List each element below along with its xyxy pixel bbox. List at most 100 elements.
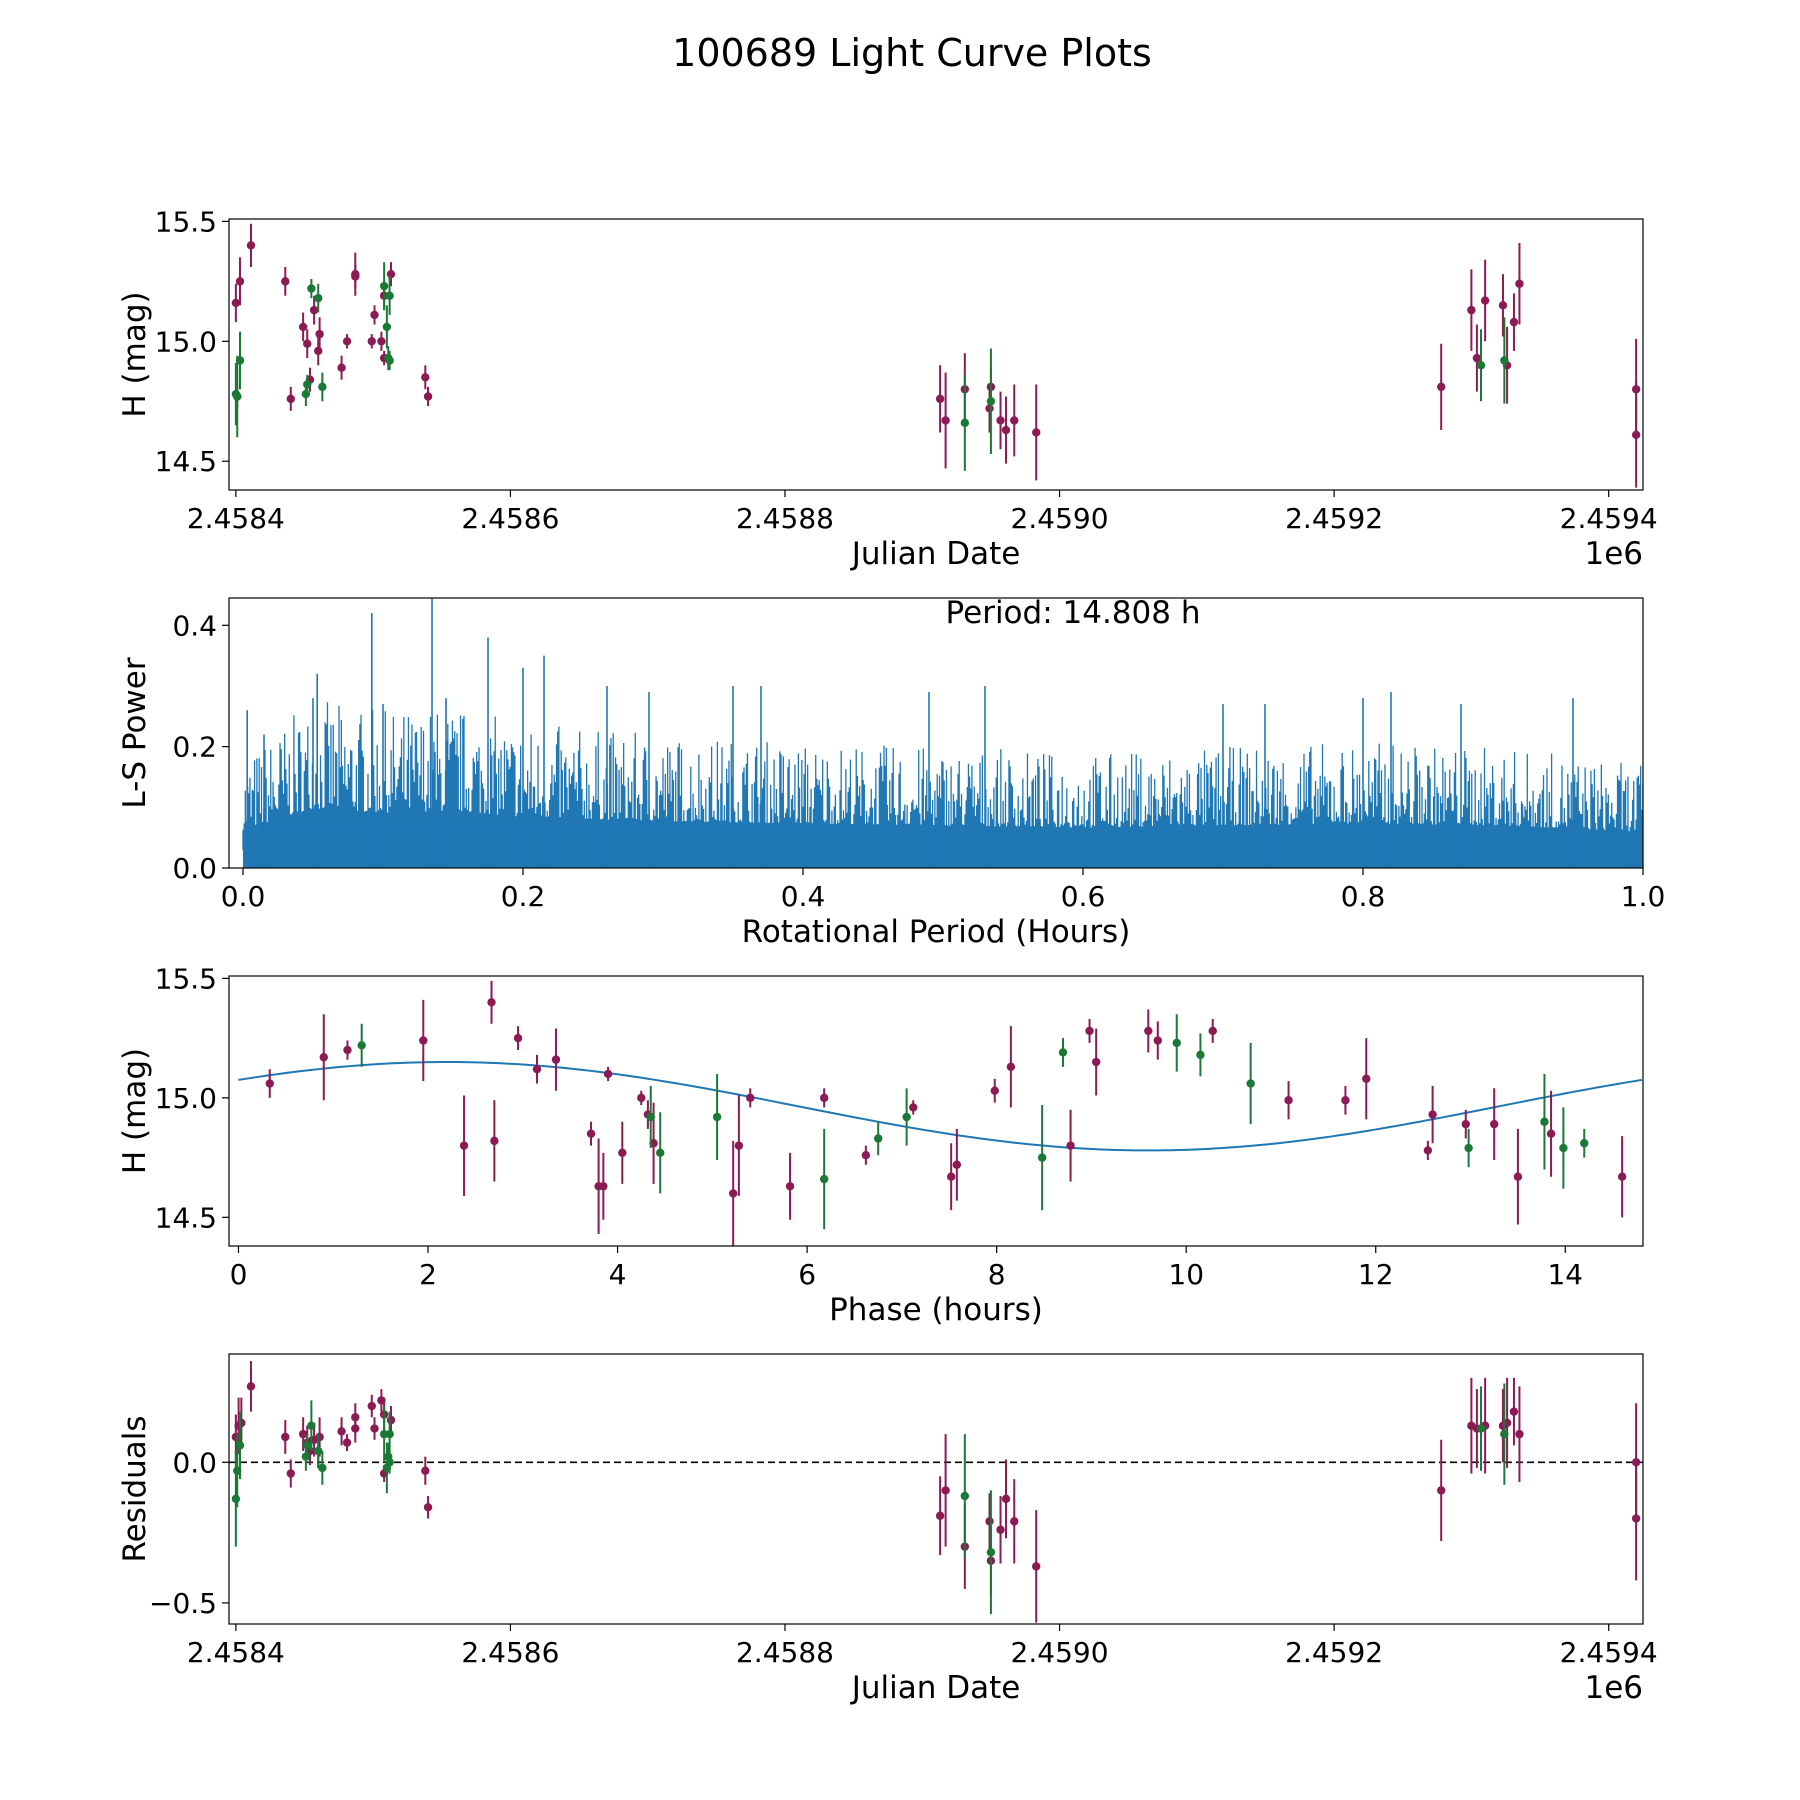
phased-point: [1006, 1062, 1016, 1071]
residuals-point: [370, 1424, 379, 1433]
phased-point: [603, 1069, 613, 1079]
phased-point: [861, 1151, 871, 1160]
lightcurve-point: [337, 363, 346, 372]
phased-point: [1196, 1050, 1205, 1060]
lightcurve-point: [370, 310, 379, 320]
lightcurve-plot-area: [231, 223, 1641, 488]
lightcurve-point: [342, 337, 352, 346]
residuals-point: [996, 1525, 1005, 1534]
lightcurve-xtick-label: 2.4590: [1011, 502, 1109, 535]
lightcurve-point: [385, 291, 394, 300]
lightcurve-point: [298, 322, 308, 332]
phased-point: [1546, 1129, 1556, 1138]
phased-ylabel: H (mag): [117, 1048, 153, 1174]
residuals-ylabel: Residuals: [117, 1415, 153, 1562]
residuals-point: [1032, 1562, 1041, 1571]
lightcurve-xtick-label: 2.4592: [1285, 502, 1383, 535]
phased-point: [946, 1172, 956, 1181]
lightcurve-point: [960, 418, 970, 428]
periodogram-ytick-label: 0.4: [172, 609, 217, 642]
lightcurve-ytick-label: 14.5: [155, 445, 217, 478]
phased-point: [357, 1041, 366, 1050]
phased-point: [1172, 1038, 1181, 1048]
lightcurve-point: [231, 298, 241, 308]
phased-point: [819, 1093, 829, 1103]
lightcurve-ytick-label: 15.5: [155, 205, 217, 238]
lightcurve-point: [377, 337, 386, 346]
phased-point: [1580, 1139, 1589, 1148]
residuals-point: [315, 1432, 324, 1442]
phased-point: [419, 1036, 428, 1045]
residuals-xtick-label: 2.4586: [461, 1636, 559, 1669]
residuals-point: [367, 1401, 376, 1411]
lightcurve-point: [1436, 382, 1446, 392]
residuals-xtick-label: 2.4590: [1011, 1636, 1109, 1669]
lightcurve-point: [309, 305, 319, 315]
phased-point: [637, 1093, 646, 1103]
lightcurve-point: [235, 356, 245, 365]
lightcurve-ytick-label: 15.0: [155, 325, 217, 358]
phased-plot-area: [238, 980, 1643, 1246]
periodogram-xtick-label: 1.0: [1621, 880, 1666, 913]
phased-point: [1144, 1026, 1153, 1036]
residuals-point: [1500, 1429, 1509, 1439]
phased-point: [343, 1045, 352, 1055]
phased-point: [873, 1134, 883, 1143]
phased-point: [990, 1086, 999, 1095]
residuals-point: [385, 1429, 394, 1439]
residuals-ytick-label: 0.0: [172, 1446, 217, 1479]
lightcurve-point: [1631, 430, 1641, 440]
periodogram-plot-area: [242, 598, 1643, 868]
periodogram-xtick-label: 0.6: [1061, 880, 1106, 913]
periodogram-period-annotation: Period: 14.808 h: [946, 595, 1201, 631]
lightcurve-point: [303, 380, 312, 389]
lightcurve-point: [307, 284, 316, 293]
residuals-ytick-label: −0.5: [149, 1587, 217, 1620]
residuals-point: [351, 1424, 360, 1433]
phased-point: [459, 1141, 469, 1150]
lightcurve-point: [1001, 425, 1011, 435]
residuals-point: [1515, 1429, 1524, 1439]
phased-xtick-label: 4: [609, 1258, 627, 1291]
phased-ytick-label: 14.5: [155, 1201, 217, 1234]
lightcurve-point: [1498, 301, 1508, 310]
periodogram-ylabel: L-S Power: [117, 657, 153, 808]
phased-point: [952, 1160, 962, 1169]
residuals-point: [985, 1517, 994, 1526]
lightcurve-point: [423, 392, 433, 401]
lightcurve-point: [421, 373, 430, 382]
phased-point: [1362, 1074, 1371, 1083]
periodogram-ytick-label: 0.2: [172, 731, 217, 764]
residuals-point: [1436, 1486, 1446, 1495]
phased-point: [265, 1079, 274, 1088]
lightcurve-offset-label: 1e6: [1584, 536, 1643, 572]
residuals-point: [235, 1441, 245, 1450]
lightcurve-chart: 2.4584 2.4586 2.4588 2.4590 2.4592 2.4594 14.5…: [117, 205, 1658, 572]
lightcurve-point: [1010, 416, 1019, 425]
residuals-point: [935, 1511, 945, 1520]
lightcurve-xtick-label: 2.4588: [736, 502, 834, 535]
phased-point: [1490, 1119, 1499, 1129]
phased-frame: [228, 975, 1644, 1247]
phased-point: [1423, 1146, 1433, 1155]
residuals-chart: 2.4584 2.4586 2.4588 2.4590 2.4592 2.4594 −0.5…: [117, 1353, 1658, 1706]
periodogram-xtick-label: 0.8: [1341, 880, 1386, 913]
chart-panels: 2.4584 2.4586 2.4588 2.4590 2.4592 2.4594 14.5…: [117, 205, 1665, 1706]
residuals-point: [246, 1382, 256, 1391]
lightcurve-point: [1515, 279, 1524, 288]
phased-xtick-label: 0: [230, 1258, 248, 1291]
phased-point: [1428, 1110, 1437, 1119]
lightcurve-point: [385, 356, 394, 365]
phased-point: [1153, 1036, 1162, 1045]
residuals-point: [307, 1421, 316, 1430]
phased-xlabel: Phase (hours): [829, 1292, 1043, 1328]
periodogram-power-base: [243, 831, 1643, 868]
lightcurve-point: [281, 277, 290, 286]
residuals-point: [303, 1441, 312, 1450]
residuals-point: [1631, 1514, 1641, 1523]
phased-point: [646, 1112, 655, 1122]
phased-point: [746, 1093, 755, 1103]
lightcurve-point: [1480, 296, 1490, 305]
lightcurve-point: [314, 346, 323, 356]
lightcurve-point: [379, 281, 389, 291]
